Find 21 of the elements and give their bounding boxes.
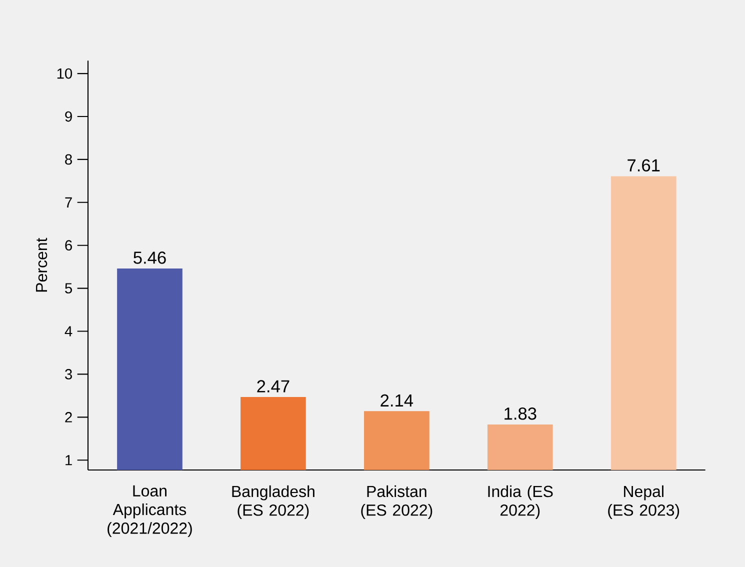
y-tick-label: 4 (64, 326, 72, 336)
y-tick-label: 9 (65, 111, 72, 122)
data-label: 7.61 (628, 159, 660, 172)
y-tick-label: 3 (65, 369, 72, 380)
y-tick-label: 2 (65, 412, 72, 422)
y-tick-label: 6 (65, 240, 72, 251)
y-tick-label: 8 (65, 154, 72, 165)
y-tick-label: 1 (66, 455, 72, 466)
x-tick-label: Loan Applicants (2021/2022) (108, 485, 192, 538)
y-tick-label: 7 (65, 197, 72, 208)
data-label: 1.83 (504, 407, 536, 420)
y-tick-label: 5 (65, 283, 72, 294)
data-label: 5.46 (134, 252, 166, 264)
y-axis-title: Percent (36, 238, 48, 292)
x-tick-label: Bangladesh (ES 2022) (232, 485, 314, 519)
data-label: 2.47 (257, 380, 290, 392)
x-tick-label: Pakistan (ES 2022) (361, 485, 432, 519)
y-tick-label: 10 (57, 68, 72, 79)
data-label: 2.14 (380, 394, 414, 406)
x-tick-label: India (ES 2022) (488, 485, 553, 519)
x-tick-label: Nepal (ES 2023) (608, 485, 680, 519)
